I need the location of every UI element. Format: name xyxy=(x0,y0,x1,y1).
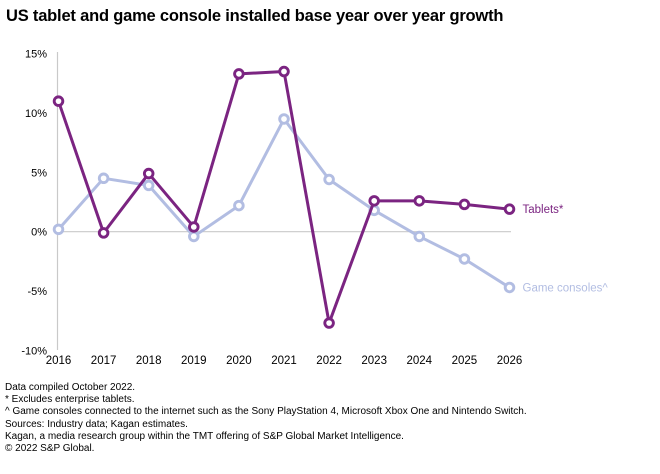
tablets-data-point xyxy=(458,198,471,211)
x-tick-label: 2024 xyxy=(407,355,433,367)
game-consoles-data-point xyxy=(97,172,110,185)
game-consoles-data-point xyxy=(233,199,245,212)
tablets-data-point xyxy=(503,203,516,215)
game-consoles-series-label: Game consoles^ xyxy=(523,282,609,294)
tablets-data-point xyxy=(323,317,335,329)
x-tick-label: 2018 xyxy=(136,355,162,367)
game-consoles-data-point xyxy=(52,223,65,236)
footnote-tablets-asterisk: * Excludes enterprise tablets. xyxy=(5,394,135,406)
x-tick-label: 2019 xyxy=(181,355,207,367)
tablets-data-point xyxy=(52,95,65,107)
game-consoles-data-point xyxy=(142,179,155,192)
game-consoles-data-point xyxy=(458,253,471,265)
footnotes: Data compiled October 2022. * Excludes e… xyxy=(5,382,655,455)
x-tick-label: 2023 xyxy=(361,355,387,367)
y-tick-label: 0% xyxy=(31,227,47,239)
line-chart: 15% 10% 5% 0% -5% -10%2016 2017 2018 2019 2020 202… xyxy=(21,49,609,367)
footnote-copyright: © 2022 S&P Global. xyxy=(5,443,95,455)
x-tick-label: 2025 xyxy=(452,355,478,367)
chart-title: US tablet and game console installed bas… xyxy=(6,7,504,25)
game-consoles-data-point xyxy=(503,281,516,294)
x-tick-label: 2016 xyxy=(46,355,72,367)
y-tick-label: 5% xyxy=(31,167,47,179)
tablets-data-point xyxy=(188,221,200,233)
x-tick-label: 2021 xyxy=(271,355,297,367)
footnote-kagan: Kagan, a media research group within the… xyxy=(5,430,404,442)
footnote-data-compiled: Data compiled October 2022. xyxy=(5,382,136,393)
x-tick-label: 2020 xyxy=(226,355,252,367)
x-tick-label: 2017 xyxy=(91,355,117,367)
tablets-data-point xyxy=(97,227,110,239)
x-tick-label: 2022 xyxy=(316,355,342,367)
y-tick-label: -10% xyxy=(21,345,47,357)
game-consoles-data-point xyxy=(278,113,290,125)
tablets-data-point xyxy=(233,68,245,80)
tablets-line xyxy=(57,70,511,325)
y-tick-label: 15% xyxy=(25,49,47,61)
footnote-sources: Sources: Industry data; Kagan estimates. xyxy=(5,418,188,430)
tablets-data-point xyxy=(278,65,290,78)
y-tick-label: -5% xyxy=(27,286,47,298)
game-consoles-data-point xyxy=(188,230,200,243)
y-tick-label: 10% xyxy=(25,108,47,120)
tablets-data-point xyxy=(142,167,155,180)
tablets-data-point xyxy=(368,195,380,207)
footnote-game-consoles-caret: ^ Game consoles connected to the interne… xyxy=(5,406,527,418)
tablets-data-point xyxy=(413,195,426,207)
game-consoles-data-point xyxy=(413,230,426,243)
tablets-series-label: Tablets* xyxy=(523,204,564,216)
x-tick-label: 2026 xyxy=(497,355,523,367)
game-consoles-data-point xyxy=(323,173,335,186)
